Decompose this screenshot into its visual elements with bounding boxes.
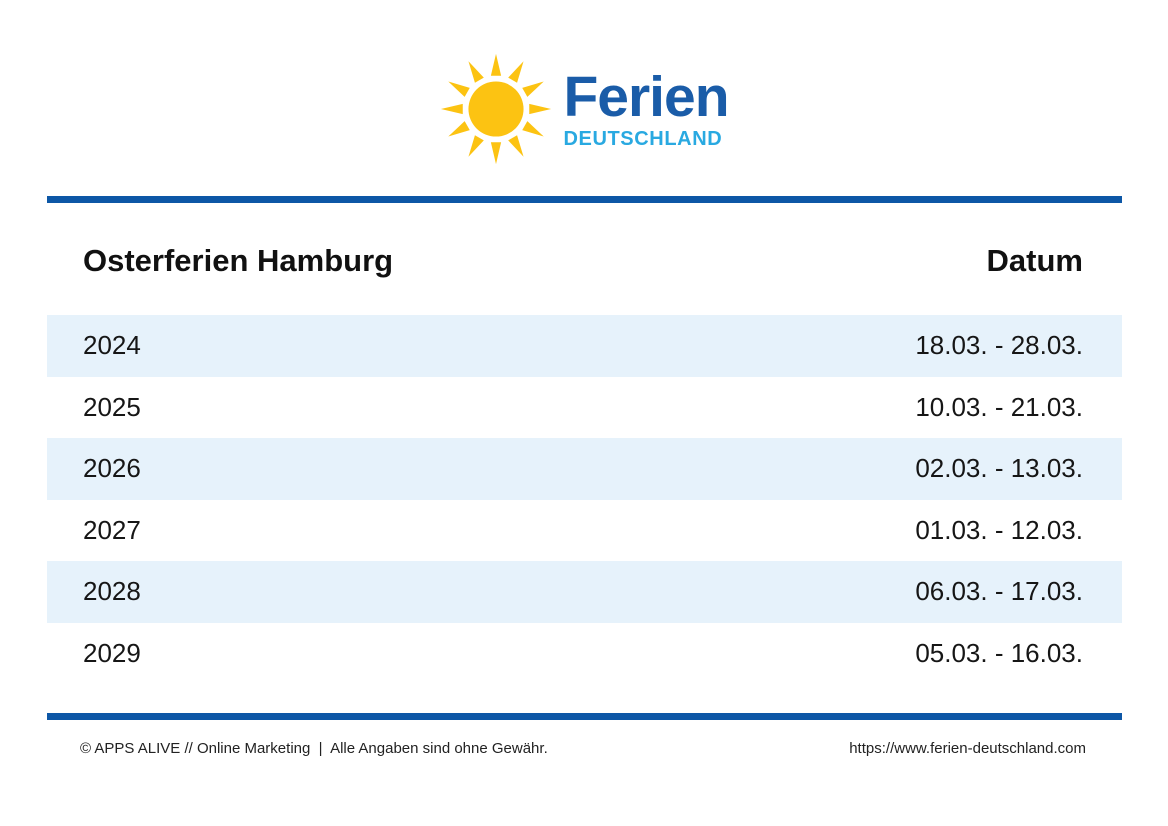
page-title: Osterferien Hamburg: [83, 243, 394, 278]
brand-name: Ferien: [563, 65, 729, 129]
row-date: 10.03. - 21.03.: [915, 391, 1083, 422]
row-year: 2026: [83, 453, 141, 484]
top-divider: [47, 196, 1122, 203]
footer: © APPS ALIVE // Online Marketing | Alle …: [80, 740, 1086, 757]
row-year: 2027: [83, 514, 141, 545]
table-row: 2025 10.03. - 21.03.: [47, 376, 1122, 438]
row-year: 2025: [83, 391, 141, 422]
row-year: 2024: [83, 330, 141, 361]
table-row: 2027 01.03. - 12.03.: [47, 499, 1122, 561]
brand-logo: Ferien DEUTSCHLAND: [0, 52, 1168, 166]
row-date: 01.03. - 12.03.: [915, 514, 1083, 545]
sun-icon: [441, 53, 552, 165]
table-row: 2024 18.03. - 28.03.: [47, 315, 1122, 377]
copyright-text: © APPS ALIVE // Online Marketing | Alle …: [80, 740, 548, 757]
table-row: 2026 02.03. - 13.03.: [47, 438, 1122, 500]
bottom-divider: [47, 713, 1122, 720]
brand-wordmark: Ferien DEUTSCHLAND: [563, 65, 729, 150]
row-year: 2029: [83, 637, 141, 668]
holiday-table-body: 2024 18.03. - 28.03. 2025 10.03. - 21.03…: [47, 315, 1122, 684]
row-date: 18.03. - 28.03.: [915, 330, 1083, 361]
website-link[interactable]: https://www.ferien-deutschland.com: [849, 740, 1086, 757]
row-date: 06.03. - 17.03.: [915, 576, 1083, 607]
table-row: 2029 05.03. - 16.03.: [47, 622, 1122, 684]
table-row: 2028 06.03. - 17.03.: [47, 561, 1122, 623]
row-date: 02.03. - 13.03.: [915, 453, 1083, 484]
table-header: Osterferien Hamburg Datum: [47, 241, 1122, 281]
date-column-header: Datum: [986, 243, 1083, 278]
brand-subtitle: DEUTSCHLAND: [563, 128, 723, 150]
row-year: 2028: [83, 576, 141, 607]
row-date: 05.03. - 16.03.: [915, 637, 1083, 668]
